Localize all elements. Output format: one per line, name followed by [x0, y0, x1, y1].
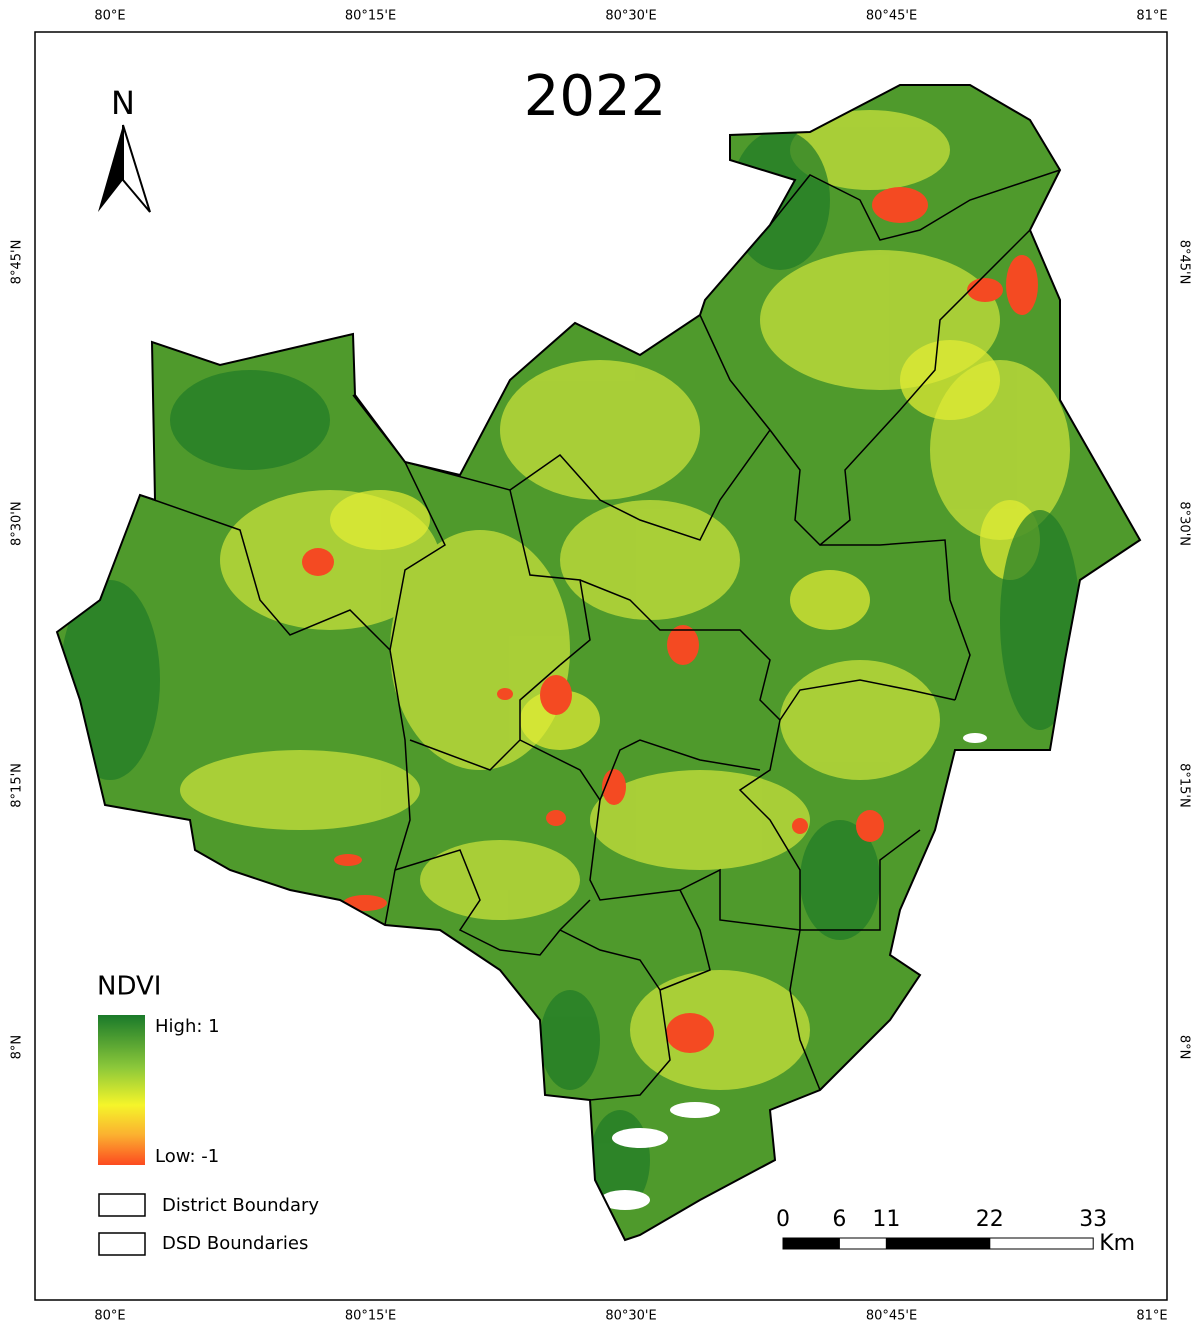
legend-district: District Boundary: [162, 1195, 319, 1216]
scale-segment: [838, 1237, 887, 1250]
top-coord-label: 80°15'E: [345, 9, 396, 24]
scale-label: 22: [976, 1207, 1004, 1232]
scale-label: 11: [872, 1207, 900, 1232]
bottom-coord-label: 80°E: [94, 1309, 125, 1324]
top-coord-label: 80°30'E: [605, 9, 656, 24]
right-coord-label: 8°15'N: [1177, 763, 1192, 808]
legend-ramp: [98, 1015, 145, 1165]
ndvi-raster: [57, 85, 1140, 1240]
scale-label: 33: [1079, 1207, 1107, 1232]
north-arrow-right: [122, 124, 151, 213]
top-coord-label: 80°E: [94, 9, 125, 24]
scale-unit: Km: [1099, 1231, 1135, 1256]
left-coord-label: 8°30'N: [10, 501, 25, 546]
scale-label: 0: [776, 1207, 790, 1232]
legend-low: Low: -1: [155, 1146, 219, 1167]
bottom-coord-label: 80°45'E: [866, 1309, 917, 1324]
top-coord-label: 81°E: [1136, 9, 1167, 24]
right-coord-label: 8°45'N: [1177, 240, 1192, 285]
north-arrow-left: [98, 125, 123, 212]
legend-dsd-box: [98, 1232, 146, 1256]
left-coord-label: 8°45'N: [10, 240, 25, 285]
map-title: 2022: [524, 64, 667, 129]
scale-segment: [782, 1237, 840, 1250]
right-coord-label: 8°30'N: [1177, 501, 1192, 546]
legend-district-box: [98, 1193, 146, 1217]
dsd-boundaries: [139, 169, 1061, 1101]
legend-dsd: DSD Boundaries: [162, 1233, 308, 1254]
right-coord-label: 8°N: [1177, 1035, 1192, 1060]
left-coord-label: 8°15'N: [10, 763, 25, 808]
bottom-coord-label: 81°E: [1136, 1309, 1167, 1324]
map-frame: [34, 31, 1168, 1301]
top-coord-label: 80°45'E: [866, 9, 917, 24]
generated: 80°E 80°15'E 80°30'E 80°45'E 81°E 80°E 80°15'E…: [10, 9, 1192, 1324]
scale-label: 6: [832, 1207, 846, 1232]
bottom-coord-label: 80°30'E: [605, 1309, 656, 1324]
bottom-coord-label: 80°15'E: [345, 1309, 396, 1324]
district-boundary: [55, 84, 1142, 1242]
legend-high: High: 1: [155, 1016, 220, 1037]
scale-segment: [885, 1237, 991, 1250]
scale-segment: [989, 1237, 1094, 1250]
north-label: N: [111, 84, 135, 122]
left-coord-label: 8°N: [10, 1035, 25, 1060]
legend-title: NDVI: [97, 972, 161, 1002]
